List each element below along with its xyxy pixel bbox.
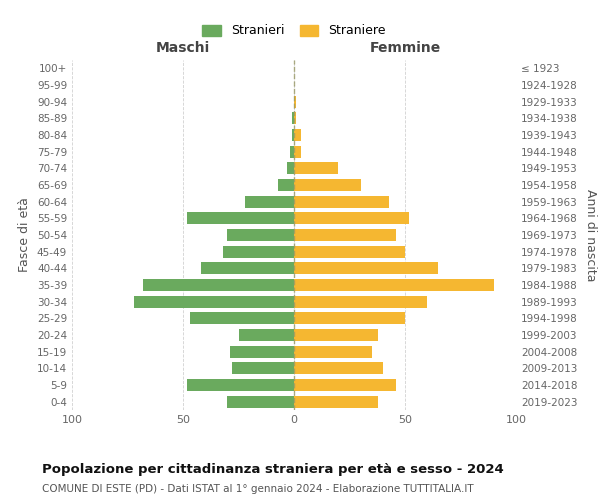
Bar (294, 346, 372, 358)
Bar (227, 229, 294, 241)
Y-axis label: Anni di nascita: Anni di nascita (584, 188, 597, 281)
Bar (294, 296, 427, 308)
Bar (134, 296, 294, 308)
Bar (294, 96, 296, 108)
Bar (287, 162, 294, 174)
Text: Femmine: Femmine (370, 41, 440, 55)
Bar (294, 379, 396, 391)
Bar (245, 196, 294, 207)
Bar (294, 279, 494, 291)
Legend: Stranieri, Straniere: Stranieri, Straniere (199, 20, 389, 42)
Y-axis label: Fasce di età: Fasce di età (19, 198, 31, 272)
Bar (294, 212, 409, 224)
Bar (294, 162, 338, 174)
Text: Popolazione per cittadinanza straniera per età e sesso - 2024: Popolazione per cittadinanza straniera p… (42, 462, 504, 475)
Text: Maschi: Maschi (156, 41, 210, 55)
Bar (294, 262, 438, 274)
Bar (223, 246, 294, 258)
Bar (201, 262, 294, 274)
Bar (187, 212, 294, 224)
Bar (230, 346, 294, 358)
Bar (187, 379, 294, 391)
Bar (232, 362, 294, 374)
Bar (294, 196, 389, 207)
Bar (294, 146, 301, 158)
Bar (278, 179, 294, 191)
Bar (294, 129, 301, 141)
Bar (294, 112, 296, 124)
Bar (292, 112, 294, 124)
Bar (239, 329, 294, 341)
Bar (294, 179, 361, 191)
Bar (294, 396, 379, 407)
Bar (290, 146, 294, 158)
Bar (143, 279, 294, 291)
Bar (227, 396, 294, 407)
Bar (292, 129, 294, 141)
Bar (294, 246, 405, 258)
Bar (294, 312, 405, 324)
Bar (190, 312, 294, 324)
Bar (294, 329, 379, 341)
Bar (294, 229, 396, 241)
Bar (294, 362, 383, 374)
Text: COMUNE DI ESTE (PD) - Dati ISTAT al 1° gennaio 2024 - Elaborazione TUTTITALIA.IT: COMUNE DI ESTE (PD) - Dati ISTAT al 1° g… (42, 484, 473, 494)
